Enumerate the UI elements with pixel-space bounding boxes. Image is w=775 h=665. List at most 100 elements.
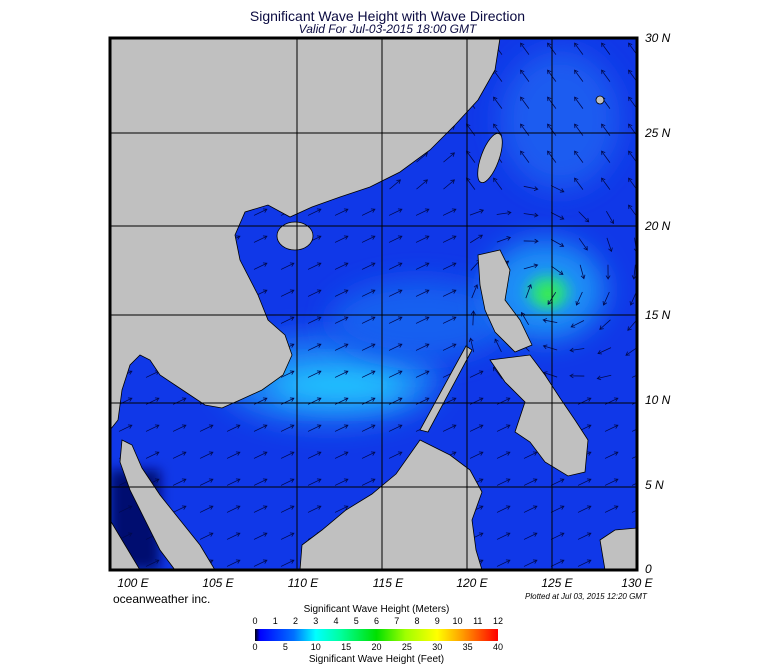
wave-direction-arrow [443,179,456,190]
wave-direction-arrow [631,428,637,432]
wave-direction-arrow [145,424,160,432]
wave-direction-arrow [542,318,558,324]
wave-direction-arrow [253,532,268,540]
colorbar-tick: 10 [310,642,321,652]
wave-direction-arrow [442,343,457,351]
credit-text: oceanweather inc. [113,592,211,606]
wave-direction-arrow [226,505,241,513]
wave-direction-arrow [550,532,565,540]
colorbar-tick: 35 [462,642,473,652]
wave-direction-arrow [172,478,187,486]
colorbar-tick: 20 [371,642,382,652]
colorbar-tick: 2 [292,616,299,626]
wave-direction-arrow [199,478,214,486]
wave-direction-arrow [280,559,295,567]
wave-direction-arrow [471,284,479,299]
wave-direction-arrow [280,424,295,432]
wave-direction-arrow [525,283,532,299]
lon-label: 115 E [372,576,404,590]
wave-direction-arrow [605,264,611,280]
wave-direction-arrow [575,291,583,306]
colorbar-feet-title: Significant Wave Height (Feet) [308,654,445,665]
wave-direction-arrow [334,262,349,270]
wave-direction-arrow [334,289,349,297]
wave-direction-arrow [597,347,612,355]
plotted-time: Plotted at Jul 03, 2015 12:20 GMT [525,592,647,601]
land-luzon [477,249,533,353]
wave-direction-arrow [253,424,268,432]
wave-direction-arrow [361,316,376,324]
wave-direction-arrow [520,96,530,109]
lat-label: 30 N [645,31,671,45]
wave-direction-arrow [118,424,133,432]
wave-direction-arrow [388,289,403,297]
wave-direction-arrow [550,212,565,220]
land-ryukyu [595,95,605,105]
wave-direction-arrow [253,235,268,243]
wave-direction-arrow [388,343,403,351]
wave-direction-arrow [469,424,484,432]
wave-direction-arrow [388,451,403,459]
wave-direction-arrow [574,150,584,163]
wave-direction-arrow [602,291,610,306]
wave-direction-arrow [415,208,430,216]
wave-direction-arrow [253,559,268,567]
wave-direction-arrow [334,424,349,432]
lat-label: 20 N [645,219,671,233]
wave-direction-arrow [523,238,539,244]
wave-direction-arrow [307,478,322,486]
colorbar-tick: 7 [394,616,400,626]
wave-direction-arrow [361,424,376,432]
lat-label: 0 [645,562,652,576]
wave-direction-arrow [577,505,592,513]
land-mainland-asia [110,38,501,431]
colorbar-tick: 12 [492,616,504,626]
wave-direction-arrow [388,208,403,216]
wave-direction-arrow [361,262,376,270]
land-hainan [276,221,314,251]
wave-direction-arrow [523,478,538,486]
wave-direction-arrow [253,505,268,513]
lat-label: 25 N [645,126,671,140]
wave-direction-arrow [172,424,187,432]
wave-direction-arrow [388,316,403,324]
wave-direction-arrow [415,262,430,270]
wave-direction-arrow [577,532,592,540]
wave-direction-arrow [199,532,214,540]
colorbar-tick: 5 [353,616,359,626]
wave-direction-arrow [469,451,484,459]
wave-direction-arrow [253,208,268,216]
wave-direction-arrow [307,370,322,378]
wave-direction-arrow [574,123,584,136]
wave-direction-arrow [307,262,322,270]
wave-direction-arrow [520,123,530,136]
colorbar-tick: 0 [252,642,258,652]
colorbar-tick: 3 [313,616,319,626]
wave-direction-arrow [496,424,511,432]
wave-direction-arrow [145,559,160,567]
wave-direction-arrow [569,373,585,379]
lon-label: 120 E [456,576,488,590]
wave-direction-arrow [469,234,484,244]
wave-direction-arrow [494,338,502,353]
land-malay-peninsula [119,439,216,570]
land-borneo [299,439,483,570]
wave-direction-arrow [226,559,241,567]
wave-direction-arrow [199,505,214,513]
wave-direction-arrow [601,123,611,136]
colorbar [255,629,498,641]
wave-direction-arrow [361,289,376,297]
wave-direction-arrow [253,478,268,486]
wave-direction-arrow [542,344,558,351]
wave-direction-arrow [605,210,614,225]
wave-direction-arrow [574,96,584,109]
wave-direction-arrow [604,478,619,486]
wave-direction-arrow [496,210,512,216]
wave-direction-arrow [493,96,503,109]
colorbar-tick: 10 [452,616,463,626]
wave-direction-arrow [361,478,376,486]
wave-direction-arrow [361,343,376,351]
wave-direction-arrow [470,310,476,326]
wave-field [110,38,637,570]
wave-direction-arrow [601,69,611,82]
